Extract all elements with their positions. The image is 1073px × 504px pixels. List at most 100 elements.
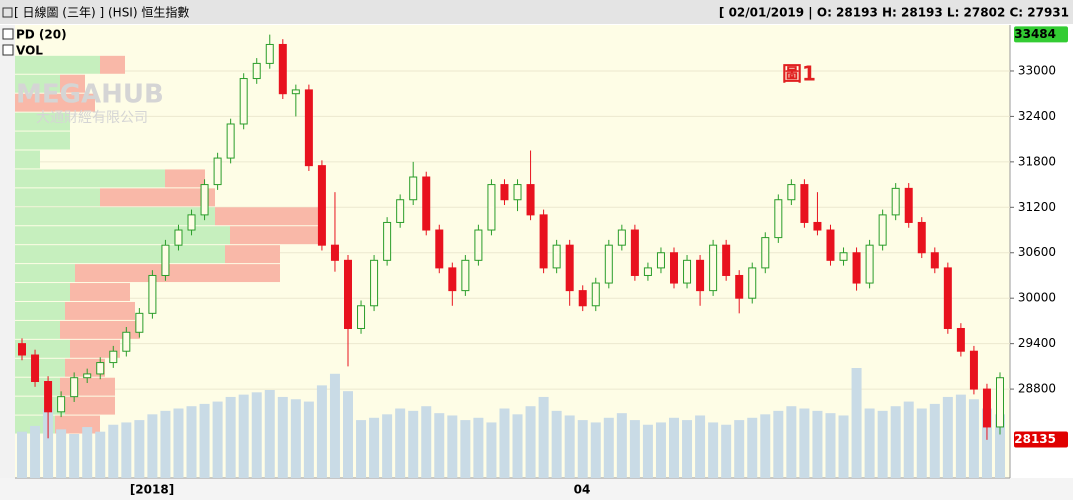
candle-body [96, 362, 105, 375]
volume-bar [629, 420, 640, 478]
profile-up [15, 320, 60, 339]
volume-bar [551, 410, 562, 478]
candle-body [709, 244, 718, 292]
candle-body [122, 331, 131, 352]
x-axis-bar [0, 478, 1073, 500]
volume-bar [773, 410, 784, 478]
candle-body [917, 221, 926, 254]
volume-bar [499, 408, 510, 478]
volume-bar [512, 414, 523, 478]
price-marker [1014, 26, 1068, 43]
volume-bar [825, 413, 836, 478]
candle-body [630, 229, 639, 276]
volume-bar [955, 394, 966, 478]
candle-body [396, 199, 405, 223]
volume-bar [356, 420, 367, 478]
left-margin [0, 25, 15, 478]
watermark: MEGAHUB [16, 80, 164, 110]
volume-bar [43, 408, 54, 478]
candle-body [239, 78, 248, 125]
volume-bar [708, 422, 719, 478]
volume-bar [655, 422, 666, 478]
icon [2, 44, 14, 56]
volume-bar [212, 401, 223, 478]
volume-bar [147, 414, 158, 478]
volume-bar [642, 424, 653, 478]
volume-bar [134, 420, 145, 478]
candle-body [643, 267, 652, 276]
profile-down [230, 226, 320, 245]
candle-body [813, 221, 822, 231]
volume-bar [173, 408, 184, 478]
candle-body [422, 176, 431, 231]
volume-bar [721, 424, 732, 478]
candle-body [878, 214, 887, 246]
volume-bar [838, 415, 849, 478]
volume-bar [525, 406, 536, 478]
profile-down [100, 188, 215, 207]
profile-up [15, 301, 65, 320]
volume-bar [669, 417, 679, 478]
y-tick-label: 30000 [1018, 291, 1056, 305]
candle-body [865, 244, 874, 284]
volume-bar [916, 408, 927, 478]
volume-bar [290, 399, 301, 478]
candle-body [904, 187, 913, 223]
volume-bar [890, 406, 901, 478]
candle-body [539, 214, 548, 269]
volume-bar [82, 427, 93, 478]
profile-up [15, 188, 100, 207]
profile-up [15, 169, 165, 188]
candle-body [265, 43, 274, 64]
candle-body [18, 343, 26, 356]
candle-body [461, 259, 470, 292]
price-marker [1014, 431, 1068, 448]
profile-up [15, 245, 225, 264]
profile-down [60, 74, 85, 93]
candle-body [226, 123, 235, 159]
candle-body [969, 350, 978, 390]
volume-bar [903, 401, 914, 478]
profile-down [65, 301, 135, 320]
volume-bar [538, 396, 549, 478]
volume-bar [395, 408, 406, 478]
annotation: 圖1 [782, 62, 816, 86]
candle-body [174, 229, 183, 246]
watermark-sub: 大通財經有限公司 [36, 110, 148, 126]
candle-body [839, 252, 848, 261]
header-title: [ 日線圖 (三年) ] (HSI) 恒生指數 [14, 5, 189, 20]
candle-body [656, 252, 665, 269]
volume-bar [95, 431, 106, 478]
candle-body [70, 377, 79, 398]
header-bar [0, 0, 1073, 24]
profile-down [65, 396, 115, 415]
price-marker-label: 28135 [1014, 432, 1056, 446]
candle-body [761, 237, 770, 269]
volume-bar [995, 414, 1005, 478]
volume-bar [747, 417, 758, 478]
volume-bar [799, 408, 810, 478]
y-tick-label: 29400 [1018, 336, 1056, 350]
volume-bar [251, 392, 262, 478]
volume-bar [682, 420, 693, 478]
volume-bar [303, 401, 314, 478]
profile-down [215, 207, 325, 226]
volume-bar [447, 415, 458, 478]
candle-body [891, 187, 900, 216]
profile-up [15, 150, 40, 169]
candle-body [578, 290, 587, 307]
volume-bar [343, 391, 353, 478]
volume-bar [564, 415, 575, 478]
x-tick-label: 04 [574, 483, 591, 497]
candle-body [435, 229, 444, 269]
profile-down [100, 55, 125, 74]
candle-body [696, 259, 705, 292]
profile-up [15, 55, 100, 74]
candle-body [787, 184, 796, 201]
candle-body [213, 157, 222, 186]
volume-bar [695, 415, 706, 478]
volume-bar [786, 406, 797, 478]
profile-down [65, 358, 105, 377]
candle-body [31, 354, 40, 383]
